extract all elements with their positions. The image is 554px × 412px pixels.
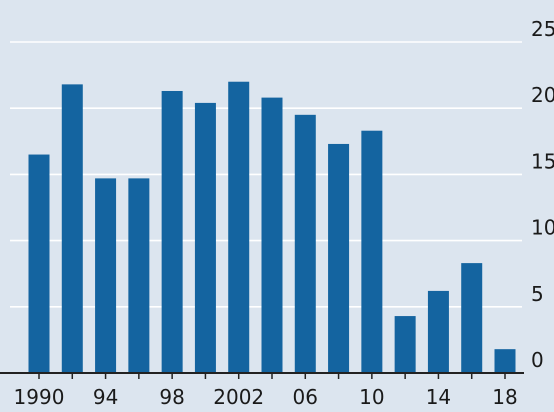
x-tick-label: 10 bbox=[359, 385, 384, 409]
bar-1998 bbox=[161, 90, 183, 373]
bars bbox=[28, 81, 516, 374]
x-tick-label: 94 bbox=[93, 385, 118, 409]
x-tick-label: 2002 bbox=[213, 385, 264, 409]
x-tick-label: 06 bbox=[293, 385, 318, 409]
bar-2000 bbox=[194, 102, 216, 374]
bar-2012 bbox=[394, 316, 416, 373]
y-tick-label: 5 bbox=[531, 282, 544, 306]
y-tick-label: 25 bbox=[531, 17, 554, 41]
y-tick-label: 15 bbox=[531, 149, 554, 173]
x-tick-label: 14 bbox=[426, 385, 451, 409]
bar-1992 bbox=[61, 84, 83, 374]
x-axis-ticks: 1990 94 98 2002 06 10 14 18 bbox=[14, 373, 518, 409]
bar-2006 bbox=[294, 114, 316, 373]
x-tick-label: 18 bbox=[492, 385, 517, 409]
bar-1996 bbox=[128, 178, 150, 373]
y-tick-label: 10 bbox=[531, 216, 554, 240]
y-axis-tick-labels: 0 5 10 15 20 25 bbox=[531, 17, 554, 372]
y-tick-label: 20 bbox=[531, 83, 554, 107]
bar-2010 bbox=[361, 130, 383, 373]
y-tick-label: 0 bbox=[531, 348, 544, 372]
bar-2014 bbox=[427, 290, 449, 373]
bar-2002 bbox=[228, 81, 250, 373]
bar-1990 bbox=[28, 154, 50, 373]
bar-2008 bbox=[328, 143, 350, 373]
bar-2016 bbox=[461, 263, 483, 373]
bar-2004 bbox=[261, 97, 283, 373]
x-tick-label: 98 bbox=[159, 385, 184, 409]
x-tick-label: 1990 bbox=[14, 385, 65, 409]
bar-1994 bbox=[95, 178, 117, 373]
bar-2018 bbox=[494, 349, 516, 373]
